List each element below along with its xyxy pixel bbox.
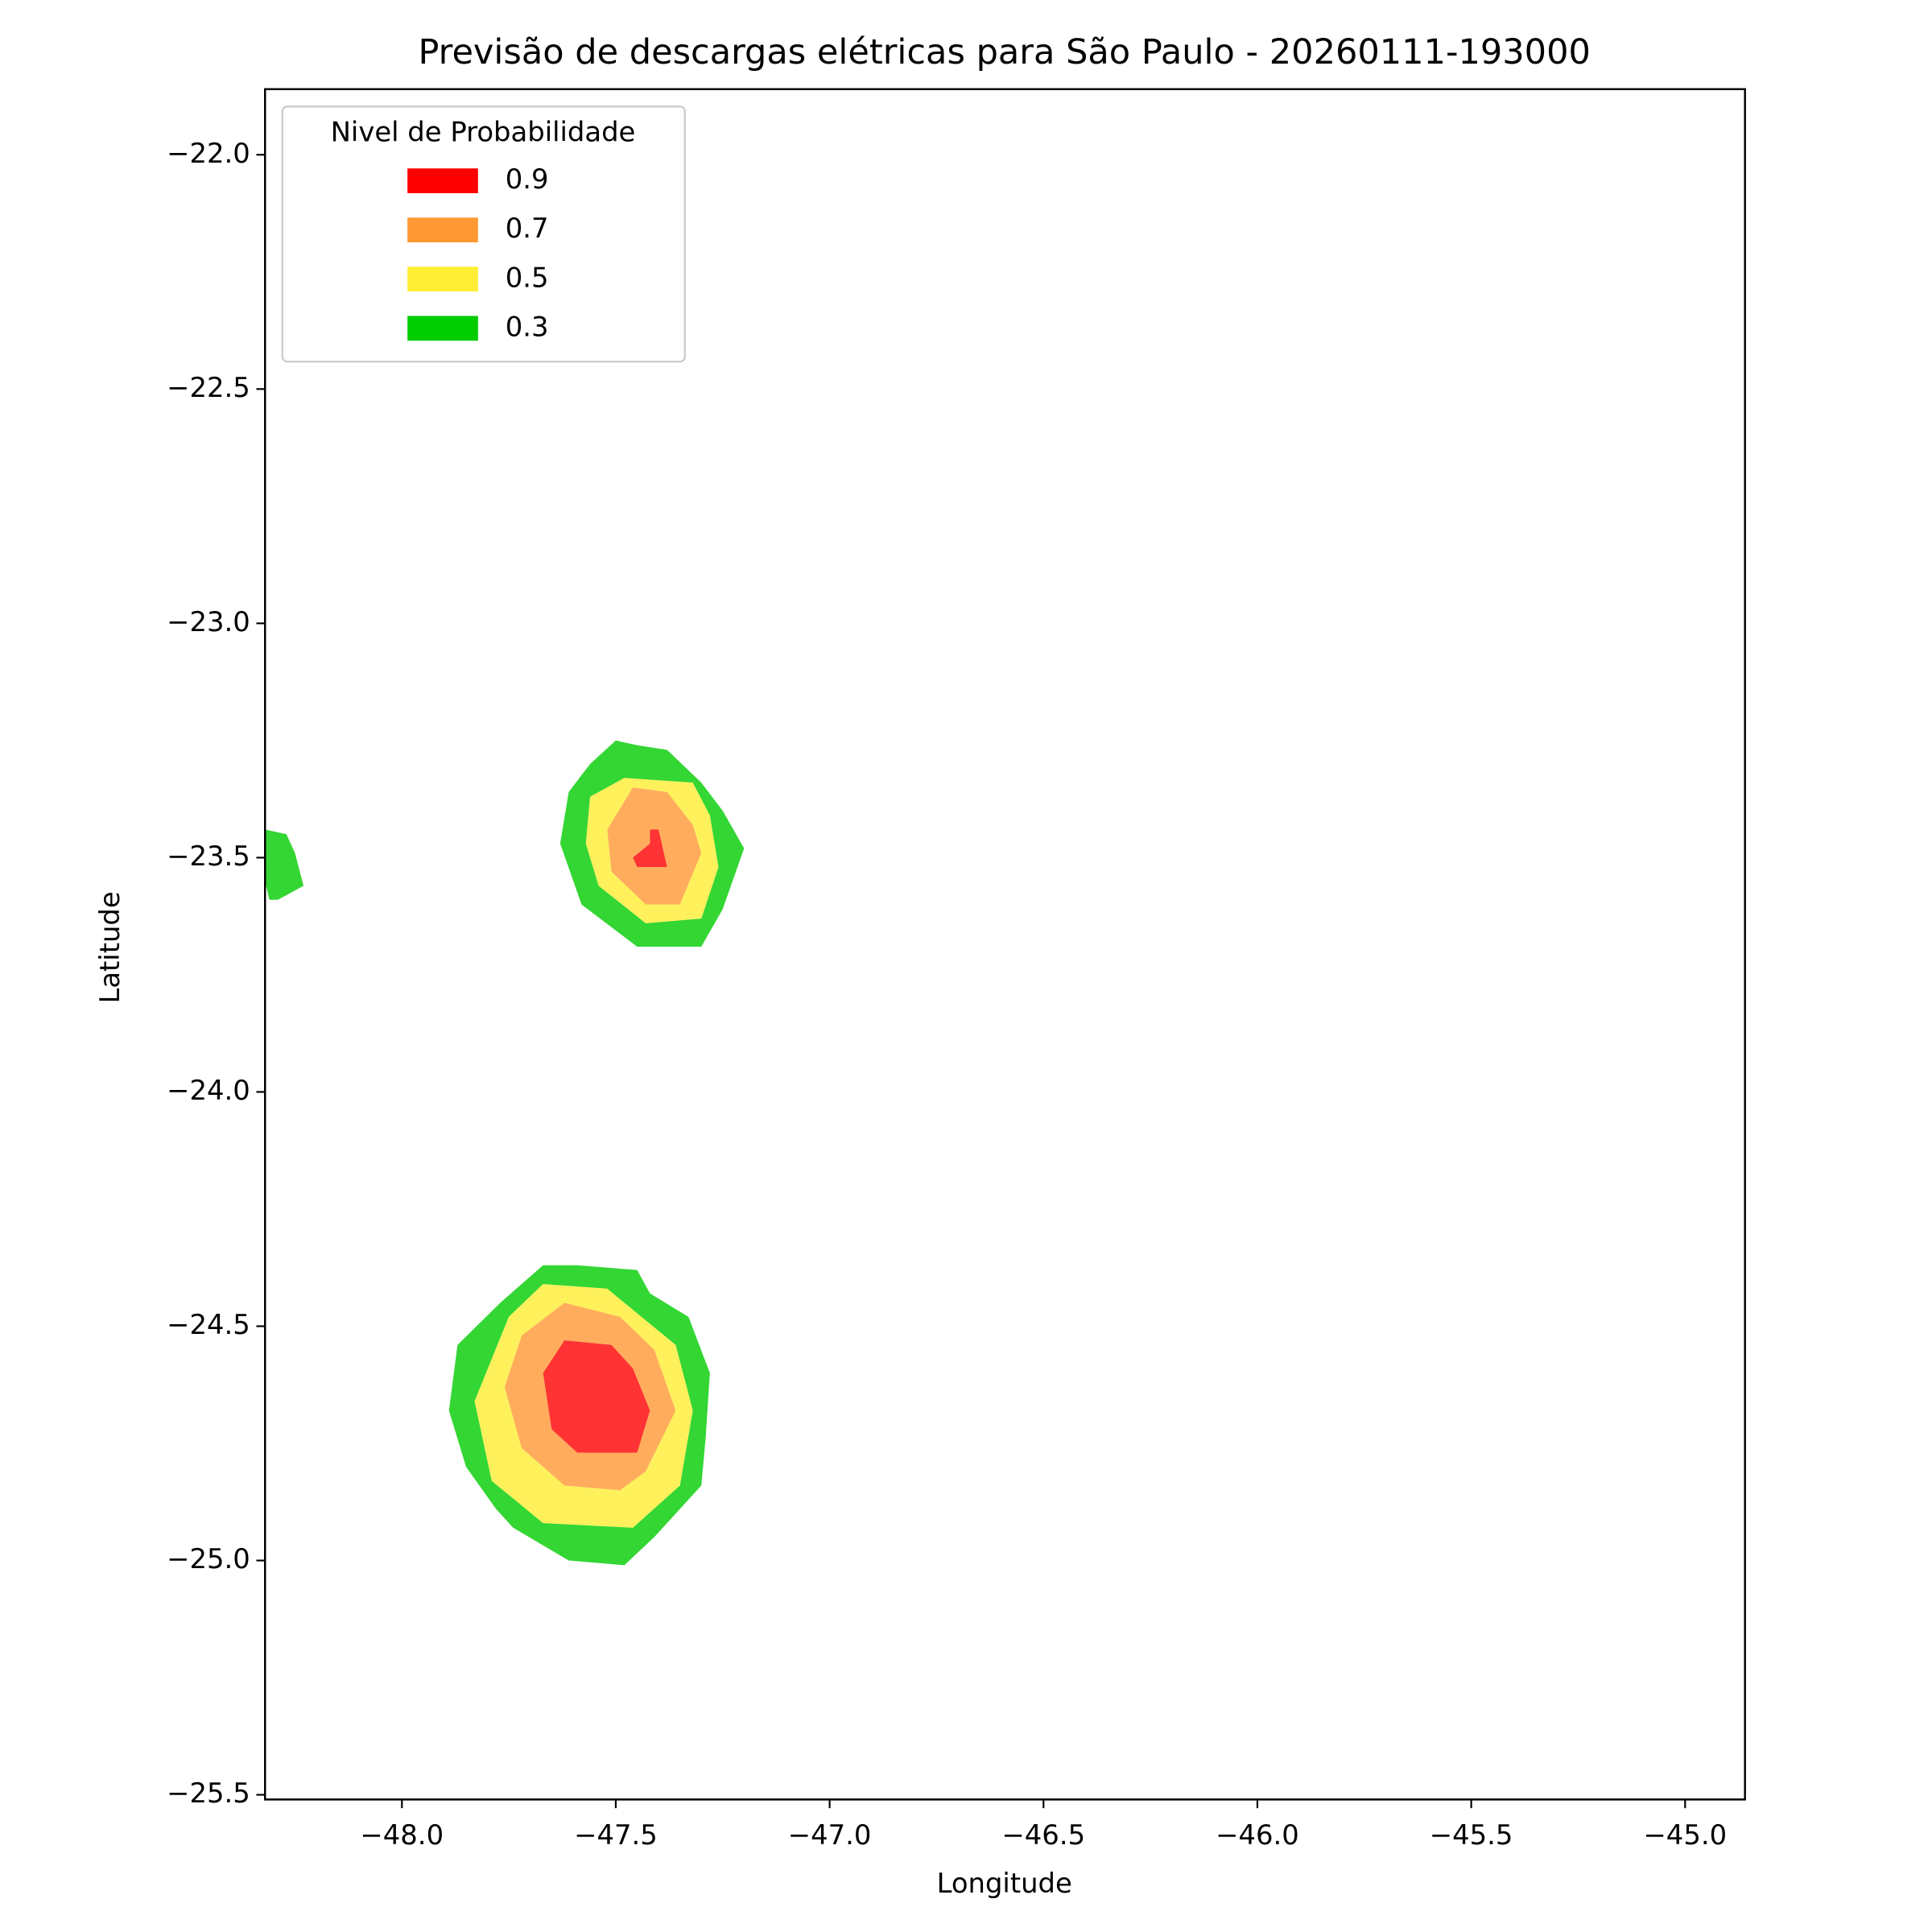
- contour-region: [265, 829, 304, 900]
- legend-swatch: [407, 217, 478, 243]
- contour-region: [543, 1340, 650, 1453]
- ticks: −48.0 −47.5 −47.0 −46.5 −46.0 −45.5 −45.0 −22.0…: [167, 138, 1727, 1851]
- x-tick-label: −45.0: [1643, 1819, 1727, 1851]
- contour-region: [633, 829, 667, 868]
- y-tick-label: −25.0: [167, 1543, 250, 1575]
- x-tick-label: −46.0: [1216, 1819, 1299, 1851]
- y-tick-label: −24.5: [167, 1309, 250, 1340]
- legend-label: 0.3: [506, 311, 549, 342]
- legend-swatch: [407, 316, 478, 341]
- legend-title: Nivel de Probabilidade: [331, 117, 636, 148]
- y-tick-label: −22.5: [167, 372, 250, 403]
- legend-swatch: [407, 266, 478, 292]
- y-axis-label: Latitude: [94, 891, 126, 1003]
- x-axis-label: Longitude: [937, 1868, 1072, 1899]
- legend: Nivel de Probabilidade 0.9 0.7 0.5 0.3: [281, 105, 686, 363]
- legend-label: 0.5: [506, 262, 549, 293]
- y-tick-label: −23.0: [167, 606, 250, 638]
- x-tick-label: −45.5: [1430, 1819, 1513, 1851]
- x-tick-label: −46.5: [1001, 1819, 1085, 1851]
- plot-area: [265, 740, 745, 1566]
- y-tick-label: −24.0: [167, 1075, 250, 1106]
- legend-swatch: [407, 168, 478, 193]
- x-tick-label: −47.5: [574, 1819, 658, 1851]
- y-tick-label: −25.5: [167, 1777, 250, 1809]
- x-tick-label: −47.0: [788, 1819, 872, 1851]
- axes-frame: [264, 88, 1746, 1801]
- legend-frame: [281, 105, 686, 363]
- legend-label: 0.9: [506, 163, 549, 195]
- legend-label: 0.7: [506, 213, 549, 244]
- x-tick-label: −48.0: [360, 1819, 444, 1851]
- y-tick-label: −22.0: [167, 138, 250, 169]
- chart-title: Previsão de descargas elétricas para São…: [418, 32, 1590, 72]
- y-tick-label: −23.5: [167, 840, 250, 872]
